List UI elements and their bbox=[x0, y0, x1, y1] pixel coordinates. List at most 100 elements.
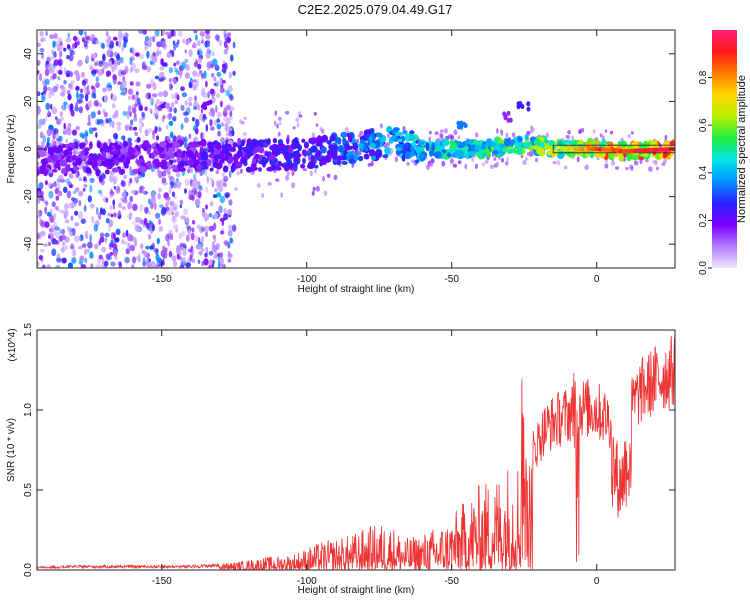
signal-mark bbox=[283, 154, 290, 160]
signal-mark bbox=[159, 141, 167, 148]
noise-mark bbox=[37, 42, 42, 47]
noise-mark bbox=[71, 257, 77, 264]
noise-mark bbox=[201, 91, 208, 98]
noise-mark bbox=[128, 105, 132, 113]
noise-mark bbox=[69, 50, 76, 56]
noise-mark bbox=[72, 35, 78, 42]
noise-mark bbox=[152, 224, 155, 232]
noise-mark bbox=[197, 50, 200, 56]
noise-mark bbox=[39, 218, 43, 226]
noise-mark bbox=[66, 44, 71, 50]
noise-mark bbox=[46, 264, 51, 268]
noise-mark bbox=[116, 261, 120, 266]
noise-mark bbox=[506, 157, 509, 162]
noise-mark bbox=[39, 47, 45, 53]
signal-mark bbox=[97, 159, 102, 166]
noise-mark bbox=[179, 204, 182, 209]
noise-mark bbox=[92, 40, 95, 45]
noise-mark bbox=[37, 124, 42, 129]
noise-mark bbox=[158, 127, 162, 132]
noise-mark bbox=[242, 132, 247, 136]
noise-mark bbox=[37, 211, 41, 217]
noise-mark bbox=[199, 172, 203, 177]
feature-mark bbox=[508, 117, 513, 123]
noise-mark bbox=[134, 216, 140, 224]
signal-mark bbox=[72, 164, 78, 171]
noise-mark bbox=[109, 121, 112, 127]
noise-mark bbox=[156, 257, 161, 263]
noise-mark bbox=[192, 70, 198, 77]
noise-mark bbox=[39, 131, 44, 139]
noise-mark bbox=[148, 198, 151, 205]
noise-mark bbox=[43, 93, 46, 98]
noise-mark bbox=[69, 183, 74, 188]
noise-mark bbox=[193, 61, 199, 68]
noise-mark bbox=[267, 182, 272, 186]
signal-mark bbox=[222, 165, 229, 173]
noise-mark bbox=[182, 111, 189, 117]
noise-mark bbox=[78, 190, 84, 197]
noise-mark bbox=[109, 251, 114, 256]
noise-mark bbox=[154, 125, 158, 134]
signal-mark bbox=[320, 146, 327, 154]
noise-mark bbox=[130, 190, 136, 195]
noise-mark bbox=[182, 230, 186, 237]
x-tick-label: 0 bbox=[594, 576, 600, 587]
signal-mark bbox=[111, 167, 119, 173]
signal-mark bbox=[612, 143, 618, 149]
noise-mark bbox=[228, 71, 232, 79]
noise-mark bbox=[59, 50, 63, 57]
noise-mark bbox=[449, 158, 454, 165]
noise-mark bbox=[221, 67, 227, 73]
noise-mark bbox=[69, 71, 73, 78]
noise-mark bbox=[72, 190, 77, 195]
signal-mark bbox=[341, 160, 348, 165]
noise-mark bbox=[162, 115, 166, 119]
noise-mark bbox=[196, 73, 202, 77]
noise-mark bbox=[313, 111, 317, 116]
noise-mark bbox=[181, 256, 186, 263]
noise-mark bbox=[87, 195, 92, 203]
noise-mark bbox=[62, 241, 65, 246]
noise-mark bbox=[530, 129, 533, 134]
noise-mark bbox=[200, 247, 205, 252]
noise-mark bbox=[143, 217, 148, 226]
noise-mark bbox=[92, 72, 96, 78]
signal-mark bbox=[286, 145, 294, 153]
noise-mark bbox=[220, 83, 224, 89]
noise-mark bbox=[183, 143, 188, 149]
spectrogram-x-label: Height of straight line (km) bbox=[298, 284, 415, 295]
noise-mark bbox=[127, 202, 132, 210]
noise-mark bbox=[426, 164, 430, 170]
signal-mark bbox=[300, 164, 306, 169]
snr-marks bbox=[37, 335, 675, 570]
signal-mark bbox=[566, 151, 571, 157]
signal-mark bbox=[501, 147, 508, 153]
noise-mark bbox=[50, 103, 53, 110]
noise-mark bbox=[190, 168, 193, 174]
noise-mark bbox=[205, 124, 208, 132]
signal-mark bbox=[85, 167, 92, 174]
noise-mark bbox=[131, 94, 135, 101]
noise-mark bbox=[58, 59, 62, 65]
signal-mark bbox=[485, 138, 493, 147]
signal-mark bbox=[271, 144, 280, 153]
noise-mark bbox=[134, 68, 140, 74]
noise-mark bbox=[429, 163, 434, 167]
signal-mark bbox=[302, 157, 306, 165]
noise-mark bbox=[160, 40, 167, 48]
noise-mark bbox=[173, 62, 177, 67]
signal-mark bbox=[292, 162, 298, 168]
signal-mark bbox=[124, 163, 129, 169]
signal-mark bbox=[585, 153, 590, 158]
signal-mark bbox=[117, 144, 121, 151]
signal-mark bbox=[169, 152, 175, 159]
noise-mark bbox=[205, 80, 208, 88]
noise-mark bbox=[171, 191, 176, 197]
signal-mark bbox=[192, 140, 197, 148]
noise-mark bbox=[93, 61, 98, 67]
noise-mark bbox=[138, 53, 145, 60]
noise-mark bbox=[161, 76, 166, 81]
noise-mark bbox=[219, 195, 225, 204]
noise-mark bbox=[187, 96, 193, 102]
